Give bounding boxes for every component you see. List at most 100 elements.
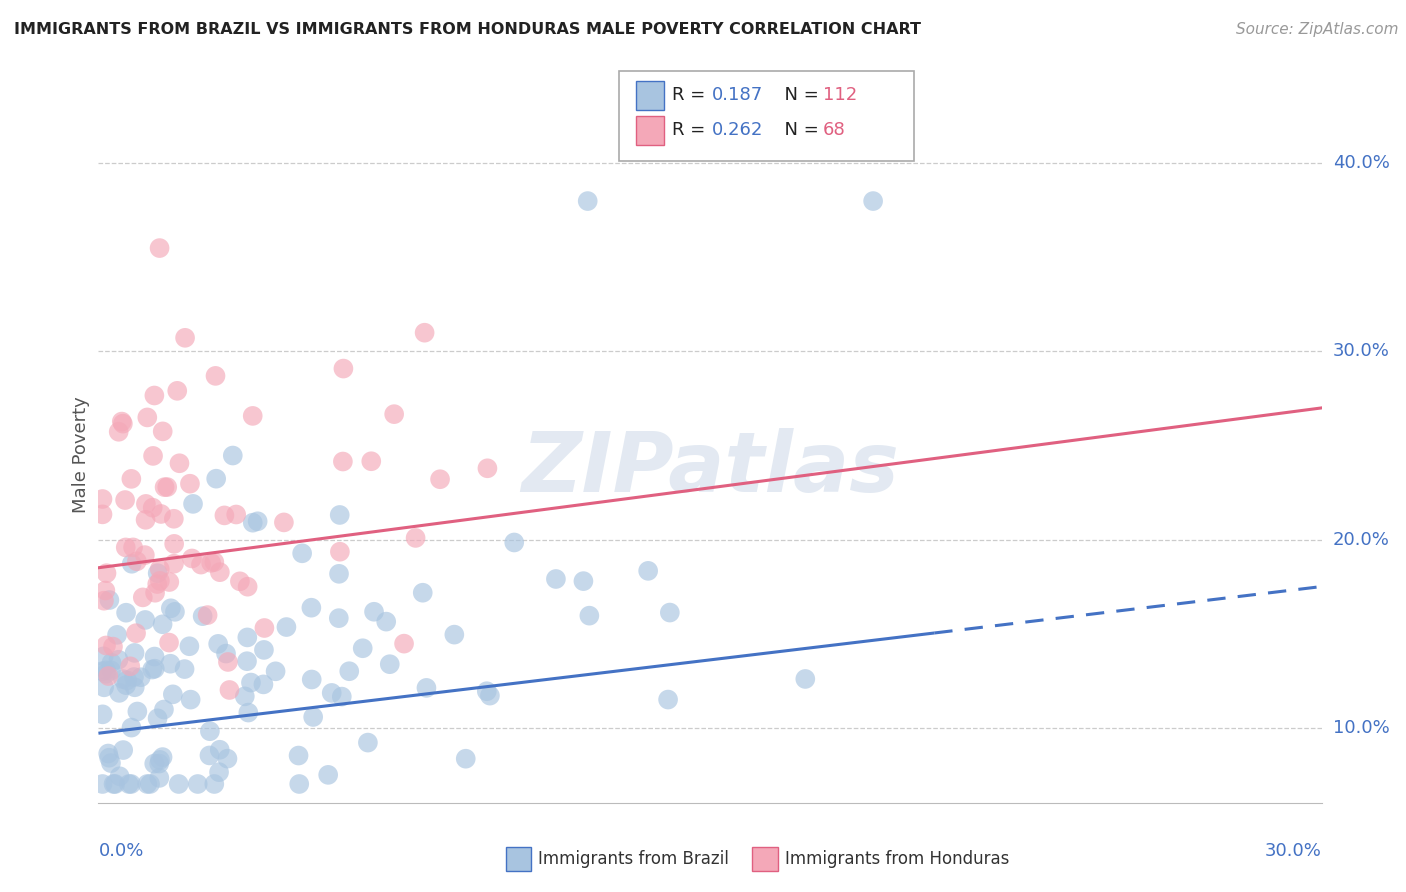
Point <box>91 664 114 678</box>
Point <box>143 756 166 771</box>
Point <box>115 673 138 688</box>
Point <box>122 670 145 684</box>
Point <box>299 600 322 615</box>
Point <box>202 555 225 569</box>
Text: N =: N = <box>773 87 825 104</box>
Point <box>107 425 129 439</box>
Point <box>114 541 136 555</box>
Point <box>329 545 352 559</box>
Point <box>205 472 228 486</box>
Point <box>179 639 201 653</box>
Point <box>236 631 259 645</box>
Point <box>163 537 186 551</box>
Point <box>200 556 222 570</box>
Point <box>97 747 120 761</box>
Point <box>91 707 114 722</box>
Text: 30.0%: 30.0% <box>1333 343 1389 360</box>
Point <box>330 690 353 704</box>
Point <box>94 583 117 598</box>
Point <box>91 491 114 506</box>
Text: ZIPatlas: ZIPatlas <box>522 428 898 509</box>
Point <box>141 663 163 677</box>
Point <box>329 508 352 522</box>
Point <box>328 566 350 581</box>
Point <box>122 541 145 555</box>
Point <box>242 409 264 423</box>
Point <box>98 593 121 607</box>
Point <box>578 608 600 623</box>
Point <box>125 626 148 640</box>
Point <box>115 678 138 692</box>
Point <box>108 769 131 783</box>
Point <box>96 663 118 677</box>
Text: R =: R = <box>672 121 711 139</box>
Point <box>91 777 114 791</box>
Point <box>163 557 186 571</box>
Point <box>443 627 465 641</box>
Point <box>264 665 287 679</box>
Text: 112: 112 <box>823 87 856 104</box>
Point <box>166 384 188 398</box>
Point <box>357 736 380 750</box>
Point <box>236 654 259 668</box>
Point <box>100 756 122 770</box>
Text: 68: 68 <box>823 121 845 139</box>
Point <box>93 649 115 664</box>
Text: Immigrants from Brazil: Immigrants from Brazil <box>538 850 730 868</box>
Point <box>134 613 156 627</box>
Point <box>214 508 236 523</box>
Point <box>658 606 681 620</box>
Point <box>544 572 567 586</box>
Point <box>91 508 114 522</box>
Point <box>475 684 498 698</box>
Point <box>146 711 169 725</box>
Text: IMMIGRANTS FROM BRAZIL VS IMMIGRANTS FROM HONDURAS MALE POVERTY CORRELATION CHAR: IMMIGRANTS FROM BRAZIL VS IMMIGRANTS FRO… <box>14 22 921 37</box>
Point <box>246 514 269 528</box>
Point <box>352 641 374 656</box>
Point <box>100 656 122 670</box>
Text: 0.0%: 0.0% <box>98 842 143 860</box>
Point <box>413 326 436 340</box>
Point <box>332 454 354 468</box>
Point <box>142 449 165 463</box>
Point <box>120 777 142 791</box>
Point <box>181 497 204 511</box>
Point <box>159 601 181 615</box>
Point <box>233 690 256 704</box>
Point <box>202 777 225 791</box>
Point <box>125 554 148 568</box>
Y-axis label: Male Poverty: Male Poverty <box>72 397 90 513</box>
Point <box>637 564 659 578</box>
Point <box>103 777 125 791</box>
Point <box>363 605 385 619</box>
Point <box>173 662 195 676</box>
Point <box>222 449 245 463</box>
Point <box>862 194 884 208</box>
Point <box>136 777 159 791</box>
Point <box>149 574 172 588</box>
Point <box>111 417 134 431</box>
Point <box>187 777 209 791</box>
Point <box>107 653 129 667</box>
Point <box>180 692 202 706</box>
Point <box>454 752 477 766</box>
Text: 0.187: 0.187 <box>711 87 762 104</box>
Point <box>198 748 221 763</box>
Point <box>143 585 166 599</box>
Point <box>121 557 143 571</box>
Point <box>576 194 599 208</box>
Point <box>204 368 226 383</box>
Point <box>328 611 350 625</box>
Point <box>321 686 343 700</box>
Point <box>392 637 415 651</box>
Point <box>146 566 169 581</box>
Point <box>179 476 201 491</box>
Point <box>301 673 323 687</box>
Point <box>478 689 501 703</box>
Point <box>477 461 499 475</box>
Point <box>153 480 176 494</box>
Point <box>167 777 190 791</box>
Point <box>148 771 170 785</box>
Point <box>273 516 295 530</box>
Point <box>238 706 260 720</box>
